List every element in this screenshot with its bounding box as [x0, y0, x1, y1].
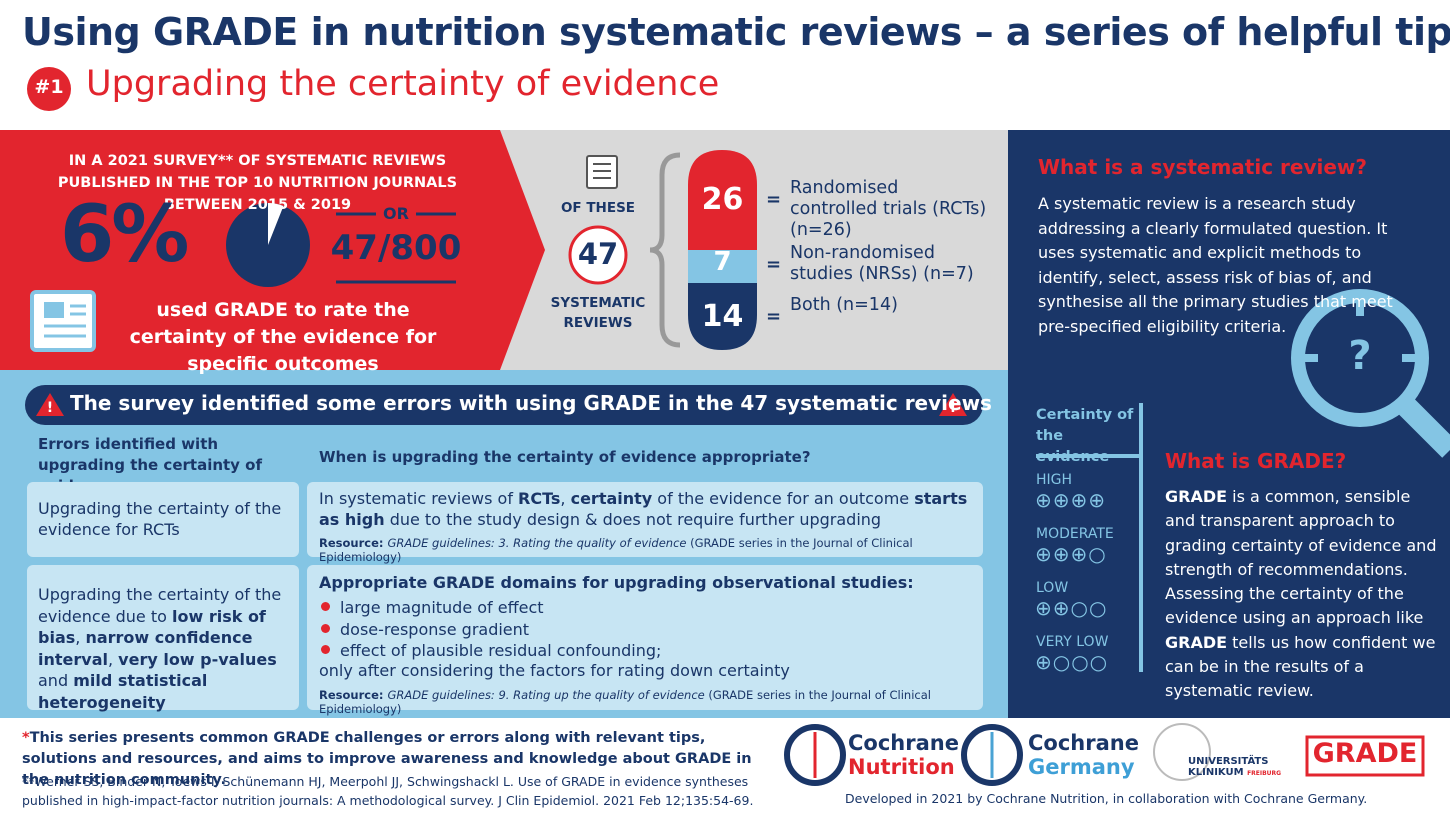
svg-text:!: !	[47, 400, 53, 416]
logo-grade: GRADE	[1312, 738, 1418, 769]
text-segment: certainty	[570, 489, 653, 508]
item-equals: =	[766, 254, 782, 275]
resource: Resource: GRADE guidelines: 3. Rating th…	[319, 536, 979, 564]
logo-freiburg: UNIVERSITÄTS KLINIKUM FREIBURG	[1188, 756, 1281, 779]
item-label: Both (n=14)	[790, 295, 898, 315]
when-note: only after considering the factors for r…	[319, 661, 790, 680]
error-text: Upgrading the certainty of the evidence …	[38, 498, 288, 540]
logo-cochrane-nutrition: Cochrane Nutrition	[848, 731, 959, 779]
text-segment: RCTs	[518, 489, 561, 508]
item-equals: =	[766, 189, 782, 210]
text-segment: of the evidence for an outcome	[652, 489, 915, 508]
resource: Resource: GRADE guidelines: 9. Rating up…	[319, 688, 979, 716]
total-label: SYSTEMATIC REVIEWS	[550, 295, 646, 331]
text-segment: Upgrading the certainty of the evidence …	[38, 585, 282, 626]
pie-wedge	[268, 203, 284, 245]
item-label: Randomised controlled trials (RCTs) (n=2…	[790, 178, 987, 240]
bullet: large magnitude of effect	[317, 597, 661, 619]
item-count: 26	[701, 182, 744, 217]
subtitle: Upgrading the certainty of evidence	[86, 64, 720, 104]
logo-text: Germany	[1028, 755, 1135, 779]
grade-text: GRADE is a common, sensible and transpar…	[1165, 485, 1437, 704]
text-segment: is a common, sensible and transparent ap…	[1165, 487, 1437, 628]
cell	[27, 565, 299, 710]
text-segment: *	[22, 730, 30, 746]
text-segment: mild statistical heterogeneity	[38, 671, 208, 712]
cell	[27, 482, 299, 557]
sr-text: A systematic review is a research study …	[1038, 194, 1393, 336]
grade-title: What is GRADE?	[1165, 449, 1347, 473]
bullet: effect of plausible residual confounding…	[317, 640, 661, 662]
level-name: HIGH	[1036, 472, 1073, 488]
credit: Developed in 2021 by Cochrane Nutrition,…	[845, 791, 1368, 806]
text-segment: GRADE	[1165, 487, 1228, 506]
sr-title: What is a systematic review?	[1038, 155, 1368, 179]
logo-cochrane-germany: Cochrane Germany	[1028, 731, 1139, 779]
text-segment: ,	[107, 649, 119, 669]
item-count: 14	[701, 299, 744, 334]
reference: **Werner SS, Binder N, Toews I, Schünema…	[22, 774, 754, 808]
when-text: In systematic reviews of RCTs, certainty…	[319, 488, 979, 530]
item-label: Non-randomised studies (NRSs) (n=7)	[790, 243, 974, 284]
text-segment: In systematic reviews of	[319, 489, 519, 508]
footer-note: *This series presents common GRADE chall…	[22, 728, 767, 791]
level-symbols: ⊕⊕⊕○	[1035, 542, 1107, 566]
text-segment: ,	[560, 489, 571, 508]
text-segment: This series presents common GRADE challe…	[22, 730, 752, 788]
text-segment: very low p-values	[118, 649, 277, 669]
level-symbols: ⊕⊕⊕⊕	[1035, 488, 1107, 512]
text-segment: GRADE	[1165, 632, 1228, 652]
survey-caption: used GRADE to rate the certainty of the …	[129, 299, 437, 375]
percent: 6%	[60, 190, 189, 280]
badge: #1	[34, 76, 64, 98]
logo-text: Cochrane	[848, 731, 959, 755]
level-name: LOW	[1036, 580, 1069, 596]
text-segment: narrow confidence interval	[38, 628, 253, 669]
or: OR	[383, 204, 409, 223]
text-segment: due to the study design & does not requi…	[384, 510, 882, 529]
when-heading: Appropriate GRADE domains for upgrading …	[319, 573, 914, 592]
logo-text: FREIBURG	[1247, 770, 1282, 777]
text-segment: Resource:	[319, 688, 388, 702]
error-text: Upgrading the certainty of the evidence …	[38, 584, 296, 713]
text-segment: (GRADE series in the Journal of Clinical…	[319, 688, 931, 716]
text-segment: and	[38, 671, 74, 690]
logo-text: UNIVERSITÄTS	[1188, 756, 1269, 767]
level-name: MODERATE	[1036, 526, 1114, 542]
text-segment: ,	[75, 628, 86, 647]
text-segment: tells us how confident we can be in the …	[1165, 632, 1436, 701]
header-right: When is upgrading the certainty of evide…	[319, 448, 811, 466]
text-segment: GRADE guidelines: 9. Rating up the quali…	[387, 688, 705, 702]
level-symbols: ⊕○○○	[1035, 650, 1109, 674]
survey-intro: IN A 2021 SURVEY** OF SYSTEMATIC REVIEWS…	[57, 153, 458, 213]
text-segment: Resource:	[319, 536, 388, 550]
total: 47	[577, 237, 619, 271]
svg-text:!: !	[950, 400, 956, 416]
text-segment: starts as high	[319, 489, 968, 529]
of-these: OF THESE	[560, 200, 636, 216]
cell	[307, 482, 983, 557]
text-segment: (GRADE series in the Journal of Clinical…	[319, 536, 913, 564]
text-segment: GRADE guidelines: 3. Rating the quality …	[387, 536, 687, 550]
logo-text: Cochrane	[1028, 731, 1139, 755]
title-line: Using GRADE in nutrition systematic revi…	[22, 10, 1450, 54]
magnifier-symbol: ?	[1348, 333, 1372, 379]
bullet: dose-response gradient	[317, 619, 661, 641]
text-segment: low risk of bias	[38, 606, 266, 648]
logo-text: Nutrition	[848, 755, 955, 779]
bullet-list: large magnitude of effect dose-response g…	[317, 597, 661, 662]
level-symbols: ⊕⊕○○	[1035, 596, 1108, 620]
item-equals: =	[766, 306, 782, 327]
title: Using GRADE in nutrition systematic revi…	[22, 10, 1450, 54]
certainty-title: Certainty of the evidence	[1036, 407, 1134, 465]
fraction: 47/800	[330, 228, 462, 268]
logo-text: KLINIKUM	[1188, 767, 1244, 778]
text-segment: Upgrading the certainty of the evidence …	[38, 499, 282, 539]
level-name: VERY LOW	[1036, 634, 1109, 650]
errors-banner: The survey identified some errors with u…	[70, 391, 992, 415]
item-count: 7	[713, 247, 732, 277]
